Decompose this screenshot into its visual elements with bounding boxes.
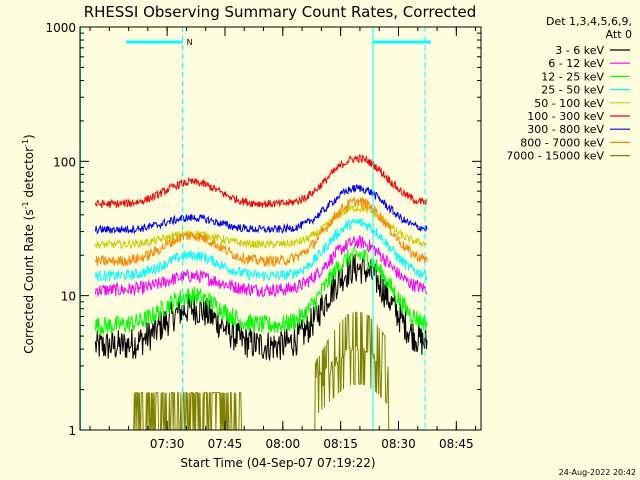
y-tick-label: 1 — [68, 424, 76, 438]
legend-label-4: 25 - 50 keV — [541, 84, 604, 97]
y-tick-label: 10 — [61, 290, 76, 304]
footer-timestamp: 24-Aug-2022 20:42 — [559, 468, 636, 477]
x-tick-label: 08:30 — [381, 437, 416, 451]
series-line-8 — [94, 196, 428, 267]
legend-header-detectors: Det 1,3,4,5,6,9, — [546, 15, 632, 28]
series-line-6 — [94, 154, 428, 209]
legend-label-1: 3 - 6 keV — [555, 44, 604, 57]
legend-label-6: 100 - 300 keV — [527, 110, 604, 123]
series-line-7 — [94, 184, 428, 235]
plot-area: N 1 10 100 1000 07:30 07:45 08:00 08:15 08:30 08:4… — [45, 21, 482, 451]
series-line-3 — [94, 244, 428, 336]
legend-label-3: 12 - 25 keV — [541, 70, 604, 83]
legend-label-2: 6 - 12 keV — [548, 57, 604, 70]
flag-label: N — [187, 38, 193, 47]
legend-label-8: 800 - 7000 keV — [520, 136, 604, 149]
x-tick-label: 08:15 — [323, 437, 358, 451]
y-tick-label: 100 — [53, 155, 76, 169]
series-line-1 — [94, 253, 428, 361]
series-line-2 — [94, 235, 428, 298]
plot-frame — [79, 26, 482, 431]
series-line-4 — [94, 218, 428, 283]
x-tick-label: 08:45 — [439, 437, 474, 451]
series-line-9 — [95, 311, 427, 431]
legend-label-9: 7000 - 15000 keV — [506, 150, 604, 163]
x-axis-label: Start Time (04-Sep-07 07:19:22) — [180, 456, 375, 470]
y-tick-label: 1000 — [45, 21, 76, 35]
legend-label-7: 300 - 800 keV — [527, 123, 604, 136]
legend-header-attenuator: Att 0 — [606, 28, 632, 41]
x-tick-label: 07:45 — [208, 437, 243, 451]
x-tick-label: 07:30 — [150, 437, 185, 451]
y-axis-label: Corrected Count Rate (s-1 detector-1) — [21, 134, 36, 353]
x-tick-label: 08:00 — [266, 437, 301, 451]
legend-label-5: 50 - 100 keV — [534, 97, 604, 110]
chart-title: RHESSI Observing Summary Count Rates, Co… — [84, 3, 477, 21]
